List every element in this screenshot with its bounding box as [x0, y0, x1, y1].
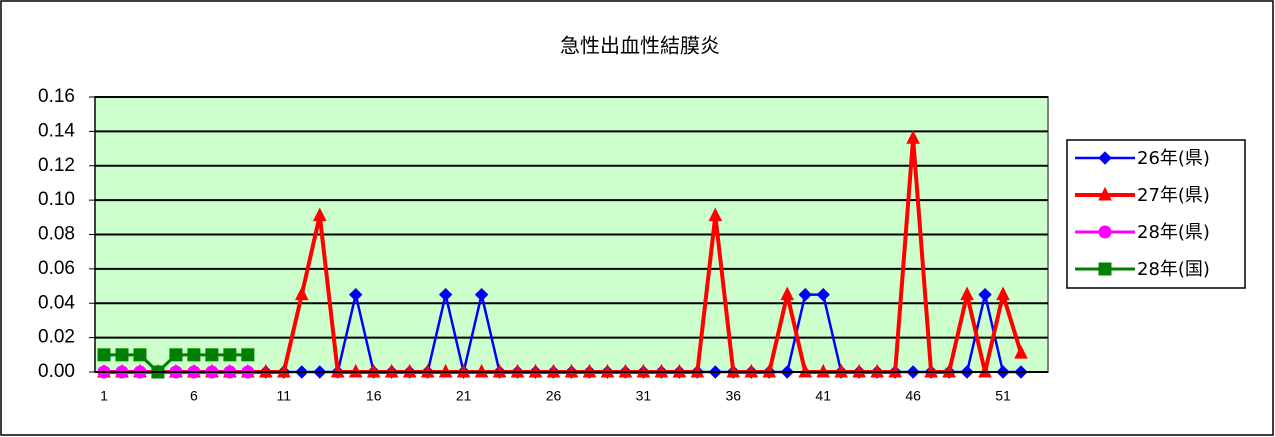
x-tick-label: 16: [366, 388, 382, 404]
data-point: [708, 207, 723, 222]
x-tick-label: 1: [100, 388, 108, 404]
data-point: [780, 286, 795, 301]
data-point: [474, 287, 489, 302]
data-point: [133, 348, 147, 362]
data-point: [438, 287, 453, 302]
data-point: [97, 348, 111, 362]
data-point: [241, 348, 255, 362]
data-point: [996, 286, 1010, 301]
data-point: [312, 207, 327, 222]
data-point: [294, 286, 309, 301]
y-tick-label: 0.06: [38, 258, 75, 279]
y-tick-label: 0.10: [38, 189, 75, 210]
legend: [1066, 139, 1246, 289]
x-tick-label: 21: [456, 388, 472, 404]
x-tick-label: 46: [905, 388, 921, 404]
y-tick-label: 0.12: [38, 155, 75, 176]
x-tick-label: 6: [190, 388, 198, 404]
y-tick-label: 0.04: [38, 292, 75, 313]
data-point: [816, 287, 830, 302]
data-point: [978, 287, 992, 302]
x-tick-label: 31: [636, 388, 652, 404]
legend-marker: [1098, 151, 1112, 165]
legend-label: 27年(県): [1137, 185, 1210, 206]
x-tick-label: 36: [726, 388, 742, 404]
y-tick-label: 0.14: [38, 120, 75, 141]
legend-label: 26年(県): [1137, 148, 1210, 169]
x-tick-label: 11: [277, 388, 292, 404]
data-point: [1014, 344, 1028, 359]
legend-marker: [1098, 262, 1112, 276]
data-point: [349, 287, 363, 302]
x-tick-label: 41: [815, 388, 831, 404]
legend-marker: [1098, 225, 1112, 239]
y-tick-label: 0.00: [38, 361, 75, 382]
x-tick-label: 51: [995, 388, 1011, 404]
y-tick-label: 0.08: [38, 224, 75, 245]
data-point: [906, 130, 920, 144]
legend-marker: [1098, 186, 1112, 201]
chart-title: 急性出血性結膜炎: [560, 34, 720, 58]
data-point: [187, 348, 201, 362]
data-point: [223, 348, 237, 362]
data-point: [798, 287, 812, 302]
legend-label: 28年(国): [1137, 259, 1210, 280]
data-point: [960, 286, 974, 301]
y-tick-label: 0.16: [38, 86, 75, 107]
x-tick-label: 26: [546, 388, 562, 404]
data-point: [115, 348, 129, 362]
y-tick-label: 0.02: [38, 327, 75, 348]
data-point: [205, 348, 219, 362]
legend-label: 28年(県): [1137, 222, 1210, 243]
data-point: [169, 348, 183, 362]
